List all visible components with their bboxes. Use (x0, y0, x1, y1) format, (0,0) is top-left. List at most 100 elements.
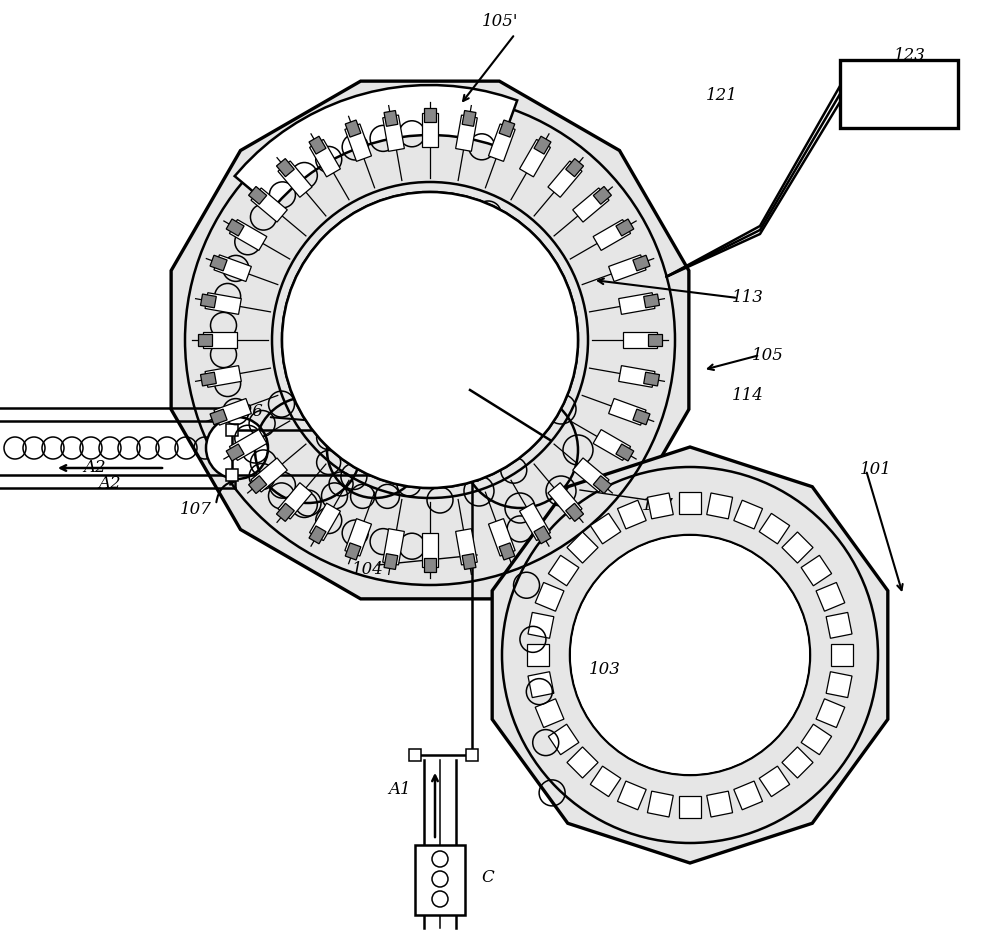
Polygon shape (499, 543, 515, 560)
Polygon shape (499, 120, 515, 137)
Circle shape (282, 192, 578, 488)
Bar (466, 749, 478, 761)
Polygon shape (201, 372, 216, 386)
Text: 105': 105' (482, 13, 518, 30)
Polygon shape (422, 533, 438, 567)
Polygon shape (235, 85, 517, 208)
Polygon shape (492, 447, 888, 863)
Polygon shape (488, 124, 515, 162)
Text: 105: 105 (752, 347, 784, 364)
Polygon shape (679, 796, 701, 818)
Polygon shape (633, 255, 650, 271)
Polygon shape (462, 110, 476, 127)
Polygon shape (383, 528, 404, 565)
Bar (409, 749, 421, 761)
Polygon shape (647, 791, 673, 817)
Text: 123: 123 (894, 47, 926, 64)
Polygon shape (205, 366, 241, 387)
Polygon shape (816, 699, 845, 727)
Polygon shape (548, 161, 582, 197)
Polygon shape (644, 372, 659, 386)
Polygon shape (384, 110, 398, 127)
Circle shape (206, 417, 268, 479)
Polygon shape (535, 699, 564, 727)
Polygon shape (617, 781, 646, 810)
Polygon shape (609, 255, 646, 282)
Polygon shape (734, 500, 763, 529)
Polygon shape (384, 554, 398, 569)
Polygon shape (462, 554, 476, 569)
Polygon shape (528, 612, 554, 638)
Polygon shape (249, 476, 267, 493)
Bar (466, 469, 478, 481)
Polygon shape (644, 294, 659, 307)
Polygon shape (527, 644, 549, 666)
Circle shape (282, 192, 578, 488)
Polygon shape (535, 583, 564, 611)
Polygon shape (249, 187, 267, 205)
Polygon shape (345, 543, 361, 560)
Polygon shape (609, 399, 646, 426)
Polygon shape (171, 81, 689, 599)
Polygon shape (590, 766, 621, 797)
Bar (226, 469, 238, 481)
Polygon shape (345, 124, 372, 162)
Polygon shape (229, 429, 267, 461)
Polygon shape (345, 120, 361, 137)
Text: 106: 106 (232, 404, 264, 421)
Polygon shape (567, 532, 598, 563)
Polygon shape (210, 255, 227, 271)
Polygon shape (251, 188, 287, 222)
Polygon shape (205, 292, 241, 314)
Polygon shape (573, 188, 609, 222)
Text: 114: 114 (732, 387, 764, 404)
Polygon shape (520, 504, 550, 541)
Polygon shape (534, 526, 551, 544)
Polygon shape (203, 332, 237, 348)
Polygon shape (488, 519, 515, 556)
Text: 121: 121 (706, 87, 738, 104)
Polygon shape (623, 332, 657, 348)
Text: 104: 104 (352, 562, 384, 579)
Text: A1: A1 (389, 782, 411, 799)
Polygon shape (593, 429, 631, 461)
Polygon shape (309, 526, 326, 544)
Polygon shape (617, 500, 646, 529)
Polygon shape (229, 220, 267, 250)
Bar (415, 845, 465, 915)
Text: 107: 107 (180, 502, 212, 519)
Polygon shape (226, 444, 244, 461)
Polygon shape (633, 409, 650, 425)
Text: 101: 101 (860, 462, 892, 479)
Text: 117: 117 (642, 497, 674, 513)
Polygon shape (619, 366, 655, 387)
Text: A2: A2 (99, 475, 121, 492)
Text: 113: 113 (732, 289, 764, 307)
Polygon shape (345, 519, 372, 556)
Polygon shape (310, 139, 340, 177)
Bar (226, 424, 238, 436)
Bar (840, 60, 958, 128)
Polygon shape (816, 583, 845, 611)
Polygon shape (214, 399, 251, 426)
Polygon shape (593, 220, 631, 250)
Polygon shape (759, 513, 790, 544)
Polygon shape (566, 504, 584, 522)
Polygon shape (309, 136, 326, 154)
Text: A2: A2 (84, 460, 106, 477)
Polygon shape (616, 444, 634, 461)
Polygon shape (383, 115, 404, 151)
Polygon shape (831, 644, 853, 666)
Polygon shape (707, 493, 733, 519)
Polygon shape (593, 187, 611, 205)
Polygon shape (616, 219, 634, 236)
Polygon shape (593, 476, 611, 493)
Polygon shape (424, 108, 436, 122)
Polygon shape (734, 781, 763, 810)
Polygon shape (801, 724, 832, 755)
Polygon shape (566, 159, 584, 177)
Bar (466, 424, 478, 436)
Polygon shape (548, 483, 582, 519)
Polygon shape (759, 766, 790, 797)
Polygon shape (276, 504, 294, 522)
